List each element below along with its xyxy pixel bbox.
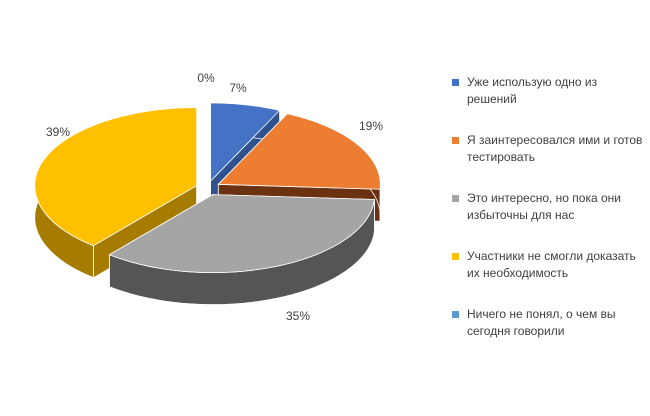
legend-item: Ничего не понял, о чем вы сегодня говори… [452,306,647,364]
slice-3 [34,107,198,247]
data-label: 19% [359,119,383,133]
legend-item: Это интересно, но пока они избыточны для… [452,190,647,248]
legend-swatch [452,195,459,202]
legend-item: Участники не смогли доказать их необходи… [452,248,647,306]
legend-swatch [452,311,459,318]
legend-swatch [452,253,459,260]
slice-1 [217,113,381,190]
legend-item: Я заинтересовался ими и готов тестироват… [452,132,647,190]
legend-label: Я заинтересовался ими и готов тестироват… [467,133,643,164]
data-label: 39% [46,125,70,139]
legend-item: Уже использую одно из решений [452,74,647,132]
legend-swatch [452,79,459,86]
legend-label: Ничего не понял, о чем вы сегодня говори… [467,307,616,338]
data-label: 35% [286,309,310,323]
legend-label: Уже использую одно из решений [467,75,598,106]
slice-2 [108,194,375,273]
legend: Уже использую одно из решений Я заинтерес… [452,74,647,364]
legend-label: Участники не смогли доказать их необходи… [467,249,636,280]
data-label: 7% [229,81,247,95]
slice-0 [210,102,281,182]
legend-label: Это интересно, но пока они избыточны для… [467,191,622,222]
data-label: 0% [197,71,215,85]
legend-swatch [452,137,459,144]
